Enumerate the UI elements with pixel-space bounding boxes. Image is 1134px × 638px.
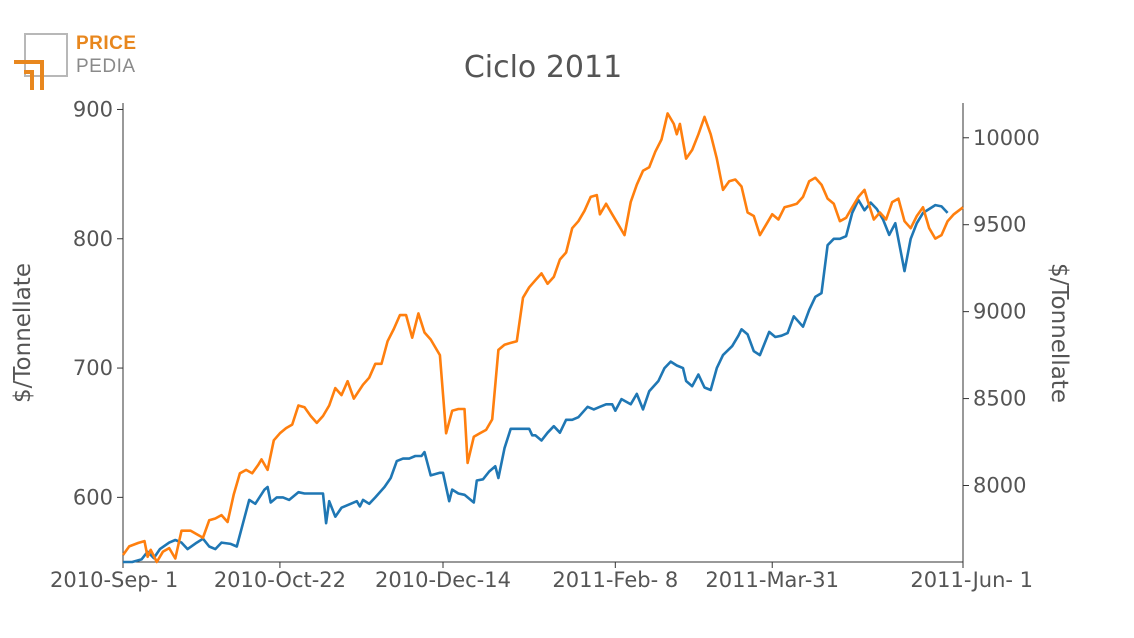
y-tick-left-label: 600 bbox=[73, 485, 113, 509]
x-tick-label: 2010-Sep- 1 bbox=[50, 568, 178, 592]
series-line-2 bbox=[121, 112, 964, 564]
y-tick-right-label: 9000 bbox=[973, 300, 1026, 324]
series-group bbox=[121, 112, 964, 564]
y-tick-right-label: 9500 bbox=[973, 213, 1026, 237]
x-tick-label: 2010-Dec-14 bbox=[375, 568, 511, 592]
y-tick-right-label: 8000 bbox=[973, 474, 1026, 498]
y-axis-left-label: $/Tonnellate bbox=[10, 263, 36, 403]
logo-text-pedia: PEDIA bbox=[76, 56, 136, 77]
y-tick-left-label: 900 bbox=[73, 97, 113, 121]
y-axis-right-label: $/Tonnellate bbox=[1046, 263, 1072, 403]
chart-title: Ciclo 2011 bbox=[464, 50, 622, 85]
x-tick-label: 2011-Jun- 1 bbox=[910, 568, 1033, 592]
logo-mark-icon bbox=[14, 33, 68, 90]
logo-text-price: PRICE bbox=[76, 33, 137, 54]
x-tick-label: 2011-Feb- 8 bbox=[552, 568, 678, 592]
x-tick-label: 2010-Oct-22 bbox=[214, 568, 346, 592]
pricepedia-logo: PRICE PEDIA bbox=[12, 32, 152, 92]
y-tick-left-label: 800 bbox=[73, 227, 113, 251]
axes: 600 700 800 900 8000 8500 9000 9500 10000 2010-Se… bbox=[50, 97, 1040, 592]
y-tick-right-label: 8500 bbox=[973, 387, 1026, 411]
x-tick-label: 2011-Mar-31 bbox=[705, 568, 839, 592]
y-tick-left-label: 700 bbox=[73, 356, 113, 380]
y-tick-right-label: 10000 bbox=[973, 126, 1040, 150]
series-line-1 bbox=[123, 198, 949, 564]
